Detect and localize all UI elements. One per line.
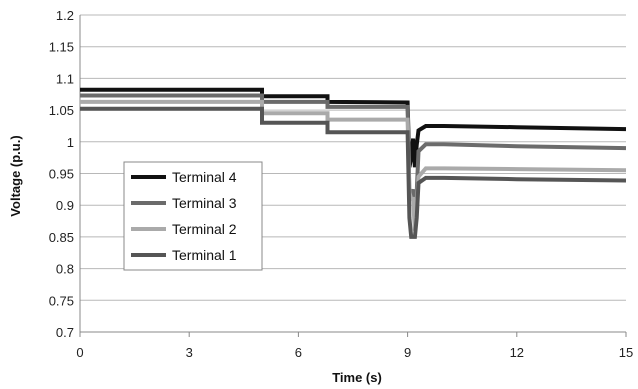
y-tick-label: 1.05 xyxy=(49,103,74,118)
legend-label: Terminal 4 xyxy=(172,169,237,185)
y-tick-label: 1.1 xyxy=(56,71,74,86)
series-line-terminal-2 xyxy=(80,99,627,231)
x-tick-label: 9 xyxy=(404,345,411,360)
legend-label: Terminal 3 xyxy=(172,195,237,211)
x-tick-label: 15 xyxy=(619,345,633,360)
series-lines xyxy=(80,87,627,239)
legend-label: Terminal 1 xyxy=(172,247,237,263)
y-tick-label: 0.7 xyxy=(56,325,74,340)
y-tick-label: 0.9 xyxy=(56,198,74,213)
y-tick-label: 0.85 xyxy=(49,230,74,245)
y-tick-label: 0.75 xyxy=(49,293,74,308)
series-line-terminal-1 xyxy=(80,106,627,239)
y-axis-title: Voltage (p.u.) xyxy=(8,135,23,216)
series-line-terminal-3 xyxy=(80,93,627,225)
y-tick-label: 0.95 xyxy=(49,167,74,182)
x-tick-label: 0 xyxy=(76,345,83,360)
tick-labels: 0.7 0.75 0.8 0.85 0.9 0.95 1 1.05 1.1 1.15 1.2 0 3 6 9… xyxy=(49,8,634,360)
legend: Terminal 4 Terminal 3 Terminal 2 Terminal 1 xyxy=(123,161,263,271)
x-tick-label: 3 xyxy=(186,345,193,360)
series-line-terminal-4 xyxy=(80,87,627,168)
legend-box xyxy=(123,161,263,271)
y-tick-label: 1.2 xyxy=(56,8,74,23)
x-tick-label: 6 xyxy=(295,345,302,360)
x-tick-label: 12 xyxy=(510,345,524,360)
y-tick-label: 1.15 xyxy=(49,40,74,55)
y-tick-label: 1 xyxy=(67,135,74,150)
x-axis-title: Time (s) xyxy=(332,370,382,385)
legend-label: Terminal 2 xyxy=(172,221,237,237)
axes xyxy=(79,15,627,337)
y-tick-label: 0.8 xyxy=(56,262,74,277)
